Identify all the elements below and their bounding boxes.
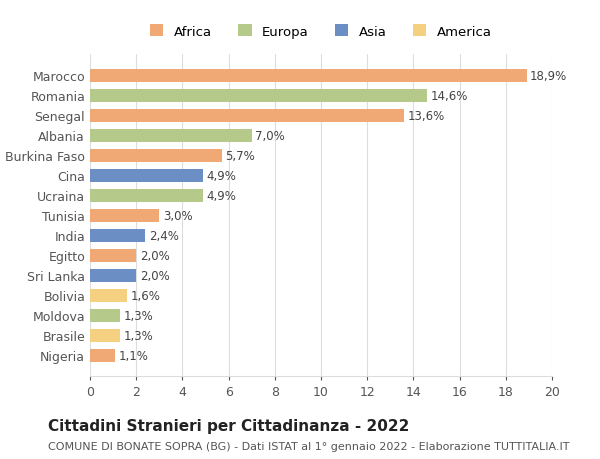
Bar <box>90 169 203 182</box>
Bar <box>90 269 136 282</box>
Text: 1,3%: 1,3% <box>124 329 153 342</box>
Text: 2,0%: 2,0% <box>140 249 169 262</box>
Text: COMUNE DI BONATE SOPRA (BG) - Dati ISTAT al 1° gennaio 2022 - Elaborazione TUTTI: COMUNE DI BONATE SOPRA (BG) - Dati ISTAT… <box>48 441 569 451</box>
Bar <box>90 150 221 162</box>
Bar <box>90 289 127 302</box>
Text: 14,6%: 14,6% <box>431 90 468 103</box>
Bar <box>90 249 136 262</box>
Bar <box>90 349 115 362</box>
Text: 1,3%: 1,3% <box>124 309 153 322</box>
Bar <box>90 329 120 342</box>
Bar <box>90 110 404 123</box>
Text: 1,1%: 1,1% <box>119 349 149 362</box>
Text: Cittadini Stranieri per Cittadinanza - 2022: Cittadini Stranieri per Cittadinanza - 2… <box>48 418 409 433</box>
Text: 4,9%: 4,9% <box>206 169 236 182</box>
Bar <box>90 129 252 142</box>
Bar <box>90 309 120 322</box>
Text: 4,9%: 4,9% <box>206 189 236 202</box>
Text: 2,0%: 2,0% <box>140 269 169 282</box>
Text: 1,6%: 1,6% <box>130 289 160 302</box>
Legend: Africa, Europa, Asia, America: Africa, Europa, Asia, America <box>145 20 497 44</box>
Bar <box>90 189 203 202</box>
Text: 18,9%: 18,9% <box>530 70 568 83</box>
Text: 7,0%: 7,0% <box>255 129 285 142</box>
Text: 3,0%: 3,0% <box>163 209 193 222</box>
Bar <box>90 229 145 242</box>
Bar <box>90 70 527 83</box>
Text: 13,6%: 13,6% <box>407 110 445 123</box>
Text: 2,4%: 2,4% <box>149 229 179 242</box>
Bar <box>90 90 427 102</box>
Text: 5,7%: 5,7% <box>225 150 255 162</box>
Bar <box>90 209 160 222</box>
